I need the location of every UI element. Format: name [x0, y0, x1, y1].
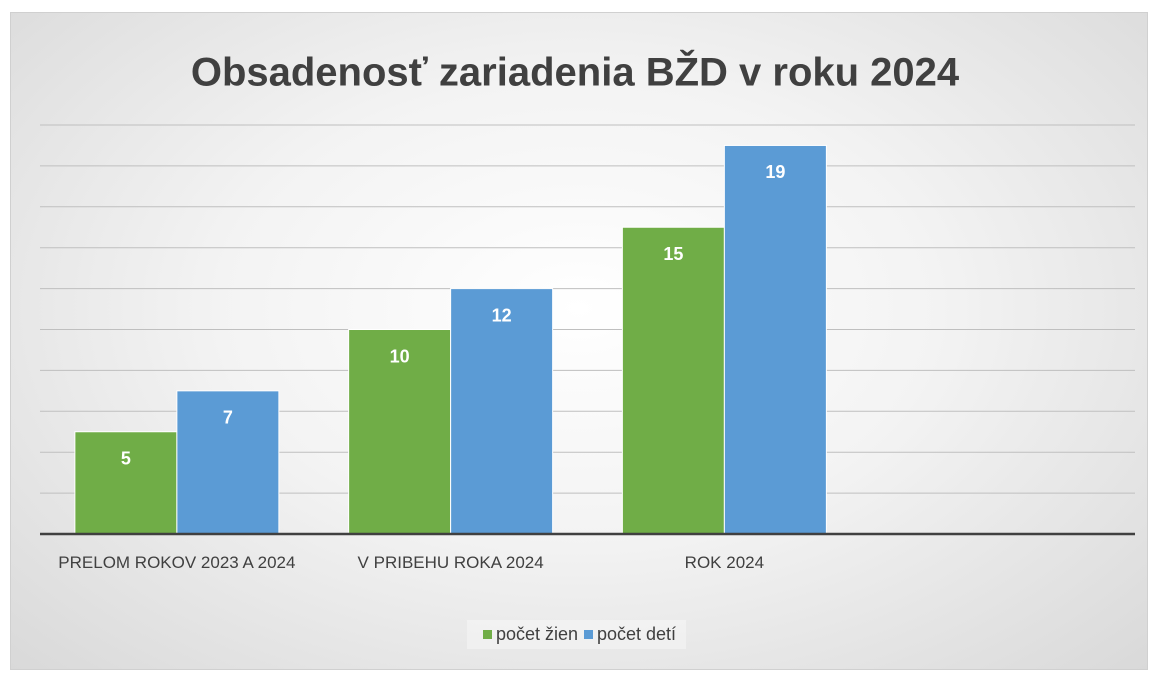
legend-box: počet žien počet detí — [466, 620, 687, 649]
legend-swatch — [482, 629, 492, 639]
x-tick-label: V PRIBEHU ROKA 2024 — [357, 553, 544, 572]
legend: počet žien počet detí — [0, 620, 1153, 649]
data-label: 12 — [492, 305, 512, 325]
x-tick-label: PRELOM ROKOV 2023 A 2024 — [58, 553, 296, 572]
legend-label: počet detí — [597, 624, 677, 644]
legend-swatch — [584, 629, 593, 639]
bar — [621, 226, 725, 535]
chart-title: Obsadenosť zariadenia BŽD v roku 2024 — [191, 49, 960, 95]
data-label: 5 — [121, 449, 131, 469]
x-tick-label: ROK 2024 — [684, 553, 765, 572]
data-label: 15 — [663, 244, 683, 264]
bar — [723, 144, 827, 535]
data-label: 10 — [390, 346, 410, 366]
legend-label: počet žien — [495, 624, 578, 644]
bar — [74, 431, 178, 535]
data-label: 19 — [765, 162, 785, 182]
bar — [176, 390, 280, 535]
bar — [450, 288, 554, 535]
chart-area — [10, 12, 1148, 670]
data-label: 7 — [223, 408, 233, 428]
